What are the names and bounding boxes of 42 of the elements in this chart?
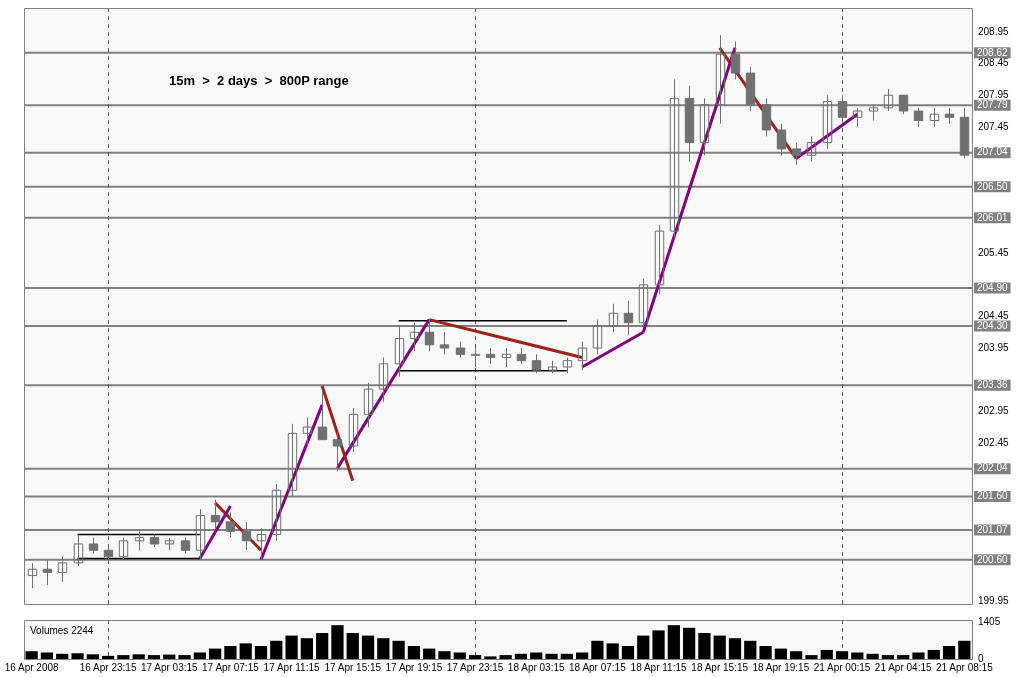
ref-line-label: 200.60 [977, 553, 1009, 565]
y-tick-label: 0 [978, 652, 984, 664]
y-tick-label: 207.95 [978, 88, 1010, 100]
y-tick-label: 207.45 [978, 120, 1010, 132]
annotation: 15m > 2 days > 800P range [169, 73, 349, 89]
x-tick-label: 17 Apr 03:15 [140, 661, 199, 673]
x-tick-label: 18 Apr 19:15 [752, 661, 810, 673]
ref-line-label: 204.30 [977, 319, 1009, 331]
y-tick-label: 202.45 [978, 436, 1010, 448]
y-tick-label: 1405 [978, 616, 1001, 628]
x-tick-label: 18 Apr 11:15 [630, 661, 687, 673]
ref-line-label: 201.07 [977, 523, 1009, 535]
y-tick-label: 205.45 [978, 246, 1010, 258]
x-tick-label: 17 Apr 11:15 [263, 661, 320, 673]
x-tick-label: 18 Apr 07:15 [569, 661, 627, 673]
x-tick-label: 17 Apr 19:15 [385, 661, 443, 673]
x-tick-label: 18 Apr 15:15 [691, 661, 749, 673]
y-tick-label: 208.45 [978, 57, 1010, 69]
y-tick-label: 204.45 [978, 310, 1010, 322]
x-tick-label: 16 Apr 23:15 [79, 661, 137, 673]
x-tick-label: 21 Apr 08:15 [936, 661, 994, 673]
x-tick-label: 18 Apr 03:15 [507, 661, 566, 673]
ref-line-label: 202.04 [977, 462, 1009, 474]
ref-line-label: 207.79 [977, 99, 1009, 111]
annotation: Volumes 2244 [30, 624, 94, 636]
x-tick-label: 17 Apr 23:15 [446, 661, 504, 673]
ref-line-label: 206.50 [977, 180, 1009, 192]
y-tick-label: 202.95 [978, 404, 1010, 416]
ref-line-label: 204.90 [977, 281, 1009, 293]
ref-line-label: 208.62 [977, 46, 1009, 58]
ref-line-label: 207.04 [977, 146, 1009, 158]
x-tick-label: 21 Apr 04:15 [874, 661, 932, 673]
ref-line-label: 201.60 [977, 490, 1009, 502]
y-tick-label: 203.95 [978, 341, 1010, 353]
x-tick-label: 16 Apr 2008 [4, 661, 60, 673]
x-tick-label: 21 Apr 00:15 [813, 661, 871, 673]
y-tick-label: 199.95 [978, 594, 1010, 606]
y-tick-label: 208.95 [978, 25, 1010, 37]
x-tick-label: 17 Apr 07:15 [202, 661, 260, 673]
x-tick-label: 17 Apr 15:15 [324, 661, 382, 673]
ref-line-label: 203.36 [977, 379, 1009, 391]
ref-line-label: 206.01 [977, 211, 1009, 223]
